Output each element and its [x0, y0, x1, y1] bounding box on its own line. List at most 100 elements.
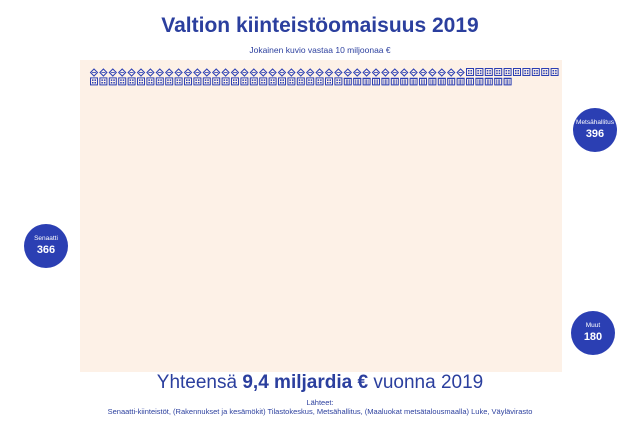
pictogram-unit-senaatti: [484, 68, 493, 76]
pictogram-unit-metsähallitus: [362, 68, 371, 77]
pictogram-panel: [80, 60, 562, 372]
pictogram-unit-senaatti: [127, 77, 136, 86]
pictogram-unit-metsähallitus: [174, 68, 183, 77]
bubble-senaatti-value: 366: [36, 244, 56, 256]
pictogram-unit-muut: [390, 77, 399, 86]
total-prefix: Yhteensä: [156, 372, 243, 393]
bubble-muut-label: Muut: [585, 322, 601, 329]
pictogram-unit-senaatti: [90, 77, 98, 86]
pictogram-unit-senaatti: [221, 77, 230, 86]
pictogram-unit-metsähallitus: [146, 68, 155, 77]
pictogram-unit-senaatti: [202, 77, 211, 86]
pictogram-unit-senaatti: [503, 68, 512, 76]
pictogram-unit-metsähallitus: [211, 68, 221, 77]
pictogram-unit-metsähallitus: [315, 68, 324, 77]
pictogram-unit-metsähallitus: [268, 68, 277, 77]
pictogram-unit-senaatti: [193, 77, 202, 86]
bubble-metsahallitus-label: Metsähallitus: [576, 119, 614, 126]
total-line: Yhteensä 9,4 miljardia € vuonna 2019: [0, 372, 640, 394]
pictogram-unit-muut: [447, 77, 456, 86]
bubble-metsahallitus: Metsähallitus 396: [573, 108, 617, 152]
pictogram-unit-senaatti: [108, 77, 117, 86]
pictogram-unit-senaatti: [475, 68, 484, 76]
pictogram-unit-muut: [353, 77, 362, 86]
pictogram-unit-senaatti: [155, 77, 164, 86]
pictogram-unit-senaatti: [513, 68, 521, 76]
pictogram-unit-metsähallitus: [230, 68, 240, 77]
pictogram-unit-muut: [428, 77, 437, 86]
pictogram-unit-metsähallitus: [371, 68, 381, 77]
pictogram-unit-senaatti: [278, 77, 286, 86]
pictogram-unit-muut: [343, 77, 352, 86]
pictogram-unit-metsähallitus: [221, 68, 230, 77]
pictogram-unit-senaatti: [268, 77, 277, 86]
pictogram-unit-metsähallitus: [117, 68, 127, 77]
pictogram-unit-muut: [372, 77, 380, 86]
pictogram-unit-metsähallitus: [437, 68, 447, 77]
pictogram-unit-senaatti: [541, 68, 550, 76]
pictogram-unit-senaatti: [184, 77, 192, 86]
pictogram-unit-metsähallitus: [305, 68, 315, 77]
pictogram-unit-senaatti: [249, 77, 258, 86]
total-suffix: vuonna 2019: [368, 372, 484, 393]
pictogram-unit-muut: [409, 77, 418, 86]
pictogram-unit-senaatti: [99, 77, 108, 86]
pictogram-unit-metsähallitus: [324, 68, 334, 77]
pictogram-unit-metsähallitus: [352, 68, 362, 77]
chart-subtitle: Jokainen kuvio vastaa 10 miljoonaa €: [249, 45, 391, 55]
bubble-muut: Muut 180: [571, 311, 615, 355]
pictogram-unit-senaatti: [118, 77, 127, 86]
pictogram-unit-muut: [456, 77, 465, 86]
bubble-muut-value: 180: [583, 331, 603, 343]
pictogram-unit-metsähallitus: [136, 68, 146, 77]
pictogram-unit-metsähallitus: [108, 68, 118, 77]
pictogram-unit-senaatti: [231, 77, 239, 86]
pictogram-unit-muut: [437, 77, 446, 86]
pictogram-unit-metsähallitus: [343, 68, 353, 77]
pictogram-unit-metsähallitus: [249, 68, 259, 77]
pictogram-unit-metsähallitus: [193, 68, 202, 77]
pictogram-unit-senaatti: [287, 77, 296, 86]
pictogram-unit-senaatti: [165, 77, 174, 86]
pictogram-unit-metsähallitus: [456, 68, 465, 77]
bubble-senaatti: Senaatti 366: [24, 224, 68, 268]
pictogram-unit-muut: [494, 77, 503, 86]
pictogram-unit-muut: [503, 77, 512, 86]
pictogram-unit-metsähallitus: [202, 68, 212, 77]
pictogram-unit-metsähallitus: [287, 68, 296, 77]
pictogram-unit-metsähallitus: [127, 68, 136, 77]
pictogram-unit-metsähallitus: [418, 68, 428, 77]
pictogram-unit-metsähallitus: [164, 68, 174, 77]
pictogram-unit-senaatti: [306, 77, 315, 86]
sources-text: Senaatti-kiinteistöt, (Rakennukset ja ke…: [107, 407, 533, 416]
pictogram-unit-senaatti: [212, 77, 221, 86]
pictogram-unit-metsähallitus: [155, 68, 165, 77]
pictogram-unit-senaatti: [137, 77, 145, 86]
pictogram-unit-senaatti: [240, 77, 249, 86]
pictogram-unit-muut: [362, 77, 371, 86]
pictogram-unit-muut: [419, 77, 427, 86]
pictogram-unit-metsähallitus: [334, 68, 343, 77]
pictogram-unit-metsähallitus: [381, 68, 390, 77]
pictogram-unit-metsähallitus: [277, 68, 287, 77]
pictogram-unit-metsähallitus: [428, 68, 437, 77]
pictogram-unit-muut: [400, 77, 409, 86]
pictogram-unit-metsähallitus: [399, 68, 409, 77]
pictogram-unit-metsähallitus: [240, 68, 249, 77]
pictogram-unit-senaatti: [296, 77, 305, 86]
pictogram-unit-metsähallitus: [390, 68, 400, 77]
pictogram-unit-senaatti: [259, 77, 268, 86]
pictogram-unit-metsähallitus: [89, 68, 99, 77]
pictogram-unit-metsähallitus: [258, 68, 268, 77]
pictogram-unit-metsähallitus: [296, 68, 306, 77]
pictogram-unit-metsähallitus: [409, 68, 418, 77]
bubble-senaatti-label: Senaatti: [34, 235, 58, 242]
sources-label: Lähteet:: [306, 398, 334, 407]
pictogram-unit-senaatti: [334, 77, 343, 86]
pictogram-unit-senaatti: [550, 68, 559, 76]
pictogram-unit-metsähallitus: [446, 68, 456, 77]
pictogram-unit-senaatti: [531, 68, 540, 76]
pictogram-unit-muut: [484, 77, 493, 86]
pictogram-unit-senaatti: [522, 68, 531, 76]
